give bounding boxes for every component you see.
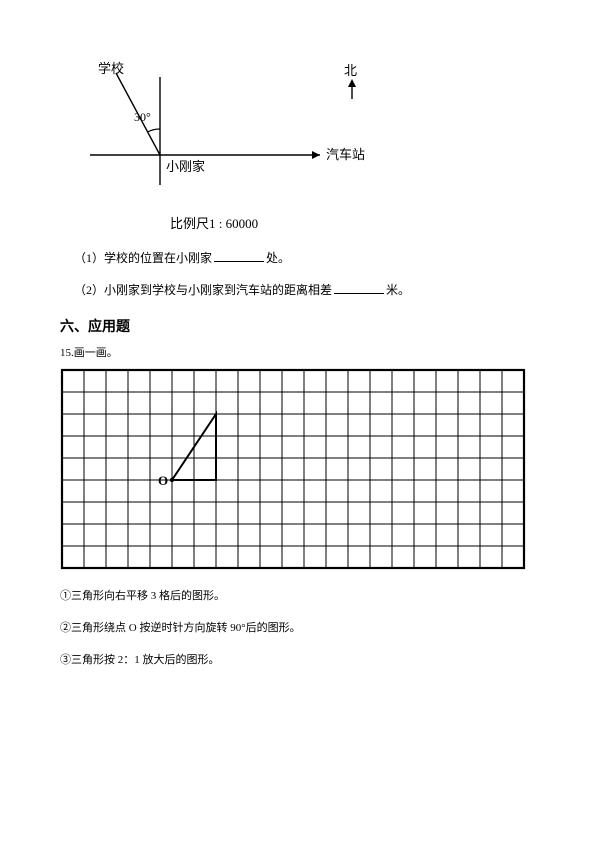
- q14-line1-pre: （1）学校的位置在小刚家: [74, 251, 212, 265]
- direction-svg: 学校 北 汽车站 小刚家 30°: [80, 55, 380, 205]
- q15-sub1: ①三角形向右平移 3 格后的图形。: [60, 584, 535, 608]
- q14-blank1: [214, 247, 264, 262]
- q14-line1-post: 处。: [266, 251, 290, 265]
- q14-line1: （1）学校的位置在小刚家 处。: [74, 246, 535, 270]
- angle-label: 30°: [134, 110, 151, 124]
- q15-sub3: ③三角形按 2：1 放大后的图形。: [60, 648, 535, 672]
- q14-line2: （2）小刚家到学校与小刚家到汽车站的距离相差 米。: [74, 278, 535, 302]
- scale-text: 比例尺1 : 60000: [170, 213, 535, 232]
- grid-diagram: O: [60, 368, 535, 574]
- grid-svg: O: [60, 368, 526, 570]
- q15-num: 15.画一画。: [60, 344, 535, 360]
- label-school: 学校: [98, 61, 124, 76]
- q15-sub2: ②三角形绕点 O 按逆时针方向旋转 90°后的图形。: [60, 616, 535, 640]
- q14-blank2: [334, 279, 384, 294]
- label-home: 小刚家: [166, 159, 205, 174]
- direction-diagram: 学校 北 汽车站 小刚家 30°: [80, 55, 380, 205]
- svg-text:O: O: [158, 473, 168, 488]
- q14-line2-pre: （2）小刚家到学校与小刚家到汽车站的距离相差: [74, 283, 332, 297]
- q14-line2-post: 米。: [386, 283, 410, 297]
- section-6-title: 六、应用题: [60, 316, 535, 336]
- label-north: 北: [344, 63, 357, 78]
- label-busstop: 汽车站: [326, 147, 365, 162]
